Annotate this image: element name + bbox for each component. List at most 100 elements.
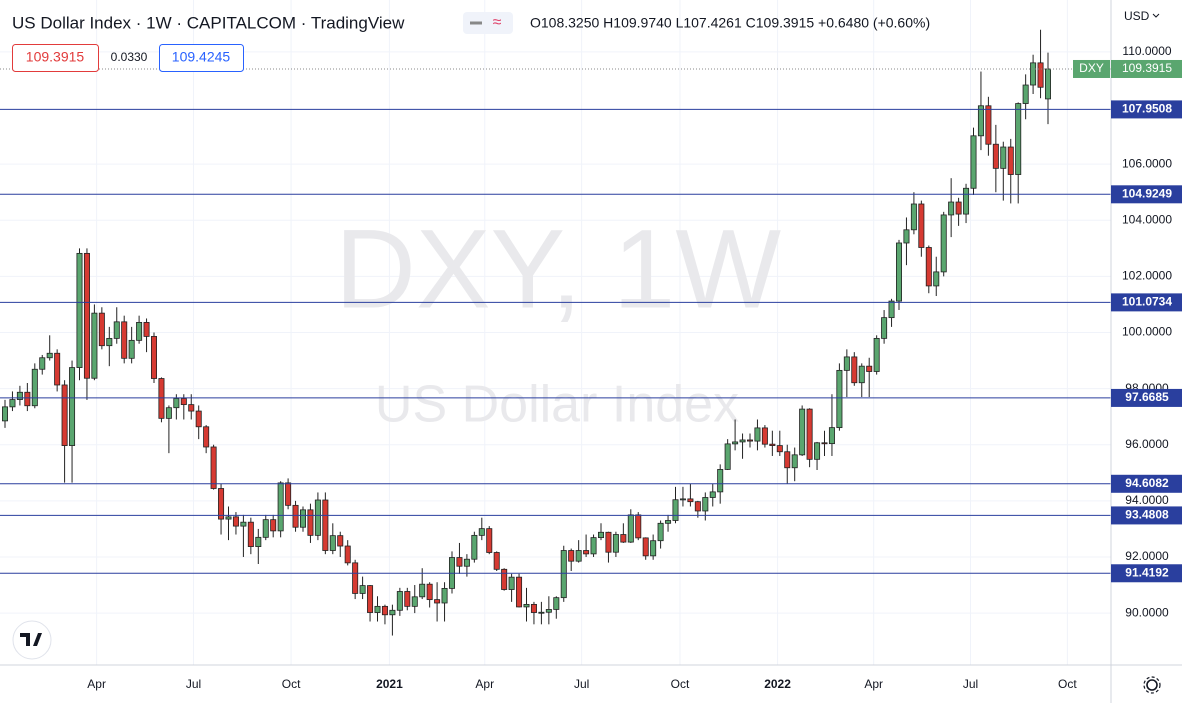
candle-body bbox=[188, 404, 195, 412]
candle-body bbox=[747, 439, 754, 442]
level-label-box bbox=[1111, 506, 1182, 525]
candle-body bbox=[24, 391, 31, 407]
candle-body bbox=[627, 514, 634, 543]
candle-body bbox=[873, 337, 880, 372]
axes: 90.000092.000094.000096.000098.0000100.0… bbox=[87, 44, 1182, 691]
ask-box[interactable] bbox=[159, 44, 244, 72]
candle-body bbox=[158, 378, 165, 419]
candle-body bbox=[985, 105, 992, 145]
level-label-box bbox=[1111, 564, 1182, 583]
candle-body bbox=[657, 522, 664, 542]
level-label-box bbox=[1111, 185, 1182, 204]
candle-body bbox=[1000, 146, 1007, 169]
x-tick-label: Oct bbox=[282, 677, 301, 691]
x-tick-label: Jul bbox=[186, 677, 201, 691]
candle-body bbox=[411, 596, 418, 607]
candle-body bbox=[553, 597, 560, 610]
x-tick-label: Oct bbox=[671, 677, 690, 691]
candle-body bbox=[76, 252, 83, 368]
candle-body bbox=[128, 339, 135, 359]
candle-body bbox=[612, 534, 619, 553]
icon: ≈ bbox=[493, 14, 502, 31]
y-tick-label: 100.0000 bbox=[1122, 325, 1172, 339]
candle-body bbox=[888, 300, 895, 319]
candle-body bbox=[121, 321, 128, 359]
candle-body bbox=[91, 312, 98, 379]
candle-body bbox=[717, 469, 724, 493]
candle-body bbox=[724, 443, 731, 470]
candle-body bbox=[881, 317, 888, 339]
candle-body bbox=[39, 357, 46, 370]
candle-body bbox=[538, 611, 545, 614]
x-tick-label: 2022 bbox=[764, 677, 791, 691]
candle-body bbox=[1007, 146, 1014, 175]
candle-body bbox=[784, 451, 791, 469]
candle-body bbox=[642, 537, 649, 557]
candle-body bbox=[754, 427, 761, 442]
candle-body bbox=[977, 105, 984, 137]
candle-body bbox=[963, 187, 970, 215]
candle-body bbox=[866, 365, 873, 372]
candle-body bbox=[918, 203, 925, 248]
candle-body bbox=[367, 585, 374, 613]
candle-body bbox=[203, 426, 210, 448]
candle-body bbox=[575, 550, 582, 562]
candle-body bbox=[761, 427, 768, 445]
y-tick-label: 96.0000 bbox=[1125, 437, 1169, 451]
candle-body bbox=[322, 499, 329, 551]
candle-body bbox=[851, 356, 858, 384]
symbol-label: DXY bbox=[1079, 61, 1104, 75]
y-tick-label: 94.0000 bbox=[1125, 493, 1169, 507]
candle-body bbox=[307, 509, 314, 536]
candle-body bbox=[180, 398, 187, 406]
candle-body bbox=[2, 406, 8, 422]
x-tick-label: Jul bbox=[574, 677, 589, 691]
candle-body bbox=[814, 442, 821, 460]
candle-body bbox=[1045, 68, 1052, 100]
candle-body bbox=[478, 528, 485, 536]
candle-body bbox=[910, 203, 917, 231]
y-tick-label: 110.0000 bbox=[1122, 44, 1171, 58]
logo[interactable] bbox=[12, 620, 52, 660]
candle-body bbox=[31, 368, 38, 407]
candle-body bbox=[471, 534, 478, 560]
candle-body bbox=[329, 535, 336, 551]
candle-body bbox=[434, 599, 441, 604]
candle-body bbox=[150, 336, 157, 379]
candle-body bbox=[821, 442, 828, 445]
level-label-box bbox=[1111, 100, 1182, 119]
candle-body bbox=[270, 519, 277, 532]
bid-box[interactable] bbox=[12, 44, 99, 72]
level-label: 93.4808 bbox=[1125, 508, 1169, 522]
settings-icon[interactable] bbox=[1146, 679, 1158, 691]
candle-body bbox=[1015, 103, 1022, 175]
watermark-name: US Dollar Index bbox=[375, 376, 739, 434]
symbol-label-box bbox=[1073, 59, 1110, 78]
level-label: 107.9508 bbox=[1122, 102, 1172, 116]
candle-body bbox=[672, 499, 679, 521]
candle-body bbox=[992, 143, 999, 169]
currency[interactable]: USD bbox=[1124, 9, 1150, 23]
candle-body bbox=[106, 337, 113, 347]
indicator-toggle[interactable] bbox=[463, 12, 513, 34]
candle-body bbox=[590, 537, 597, 555]
candle-body bbox=[635, 514, 642, 539]
y-tick-label: 106.0000 bbox=[1122, 156, 1172, 170]
candle-body bbox=[277, 482, 284, 532]
candle-body bbox=[463, 558, 470, 567]
candle-body bbox=[374, 605, 381, 613]
level-label: 91.4192 bbox=[1125, 565, 1169, 579]
candle-body bbox=[136, 321, 143, 341]
candle-body bbox=[508, 576, 515, 590]
candle-body bbox=[46, 352, 53, 359]
candle-body bbox=[568, 550, 575, 562]
candle-body bbox=[195, 410, 202, 428]
candle-body bbox=[501, 568, 508, 590]
candle-body bbox=[83, 252, 90, 379]
candle-body bbox=[545, 609, 552, 613]
candle-body bbox=[493, 552, 500, 570]
watermark-symbol: DXY, 1W bbox=[335, 207, 781, 332]
candle-body bbox=[359, 585, 366, 594]
